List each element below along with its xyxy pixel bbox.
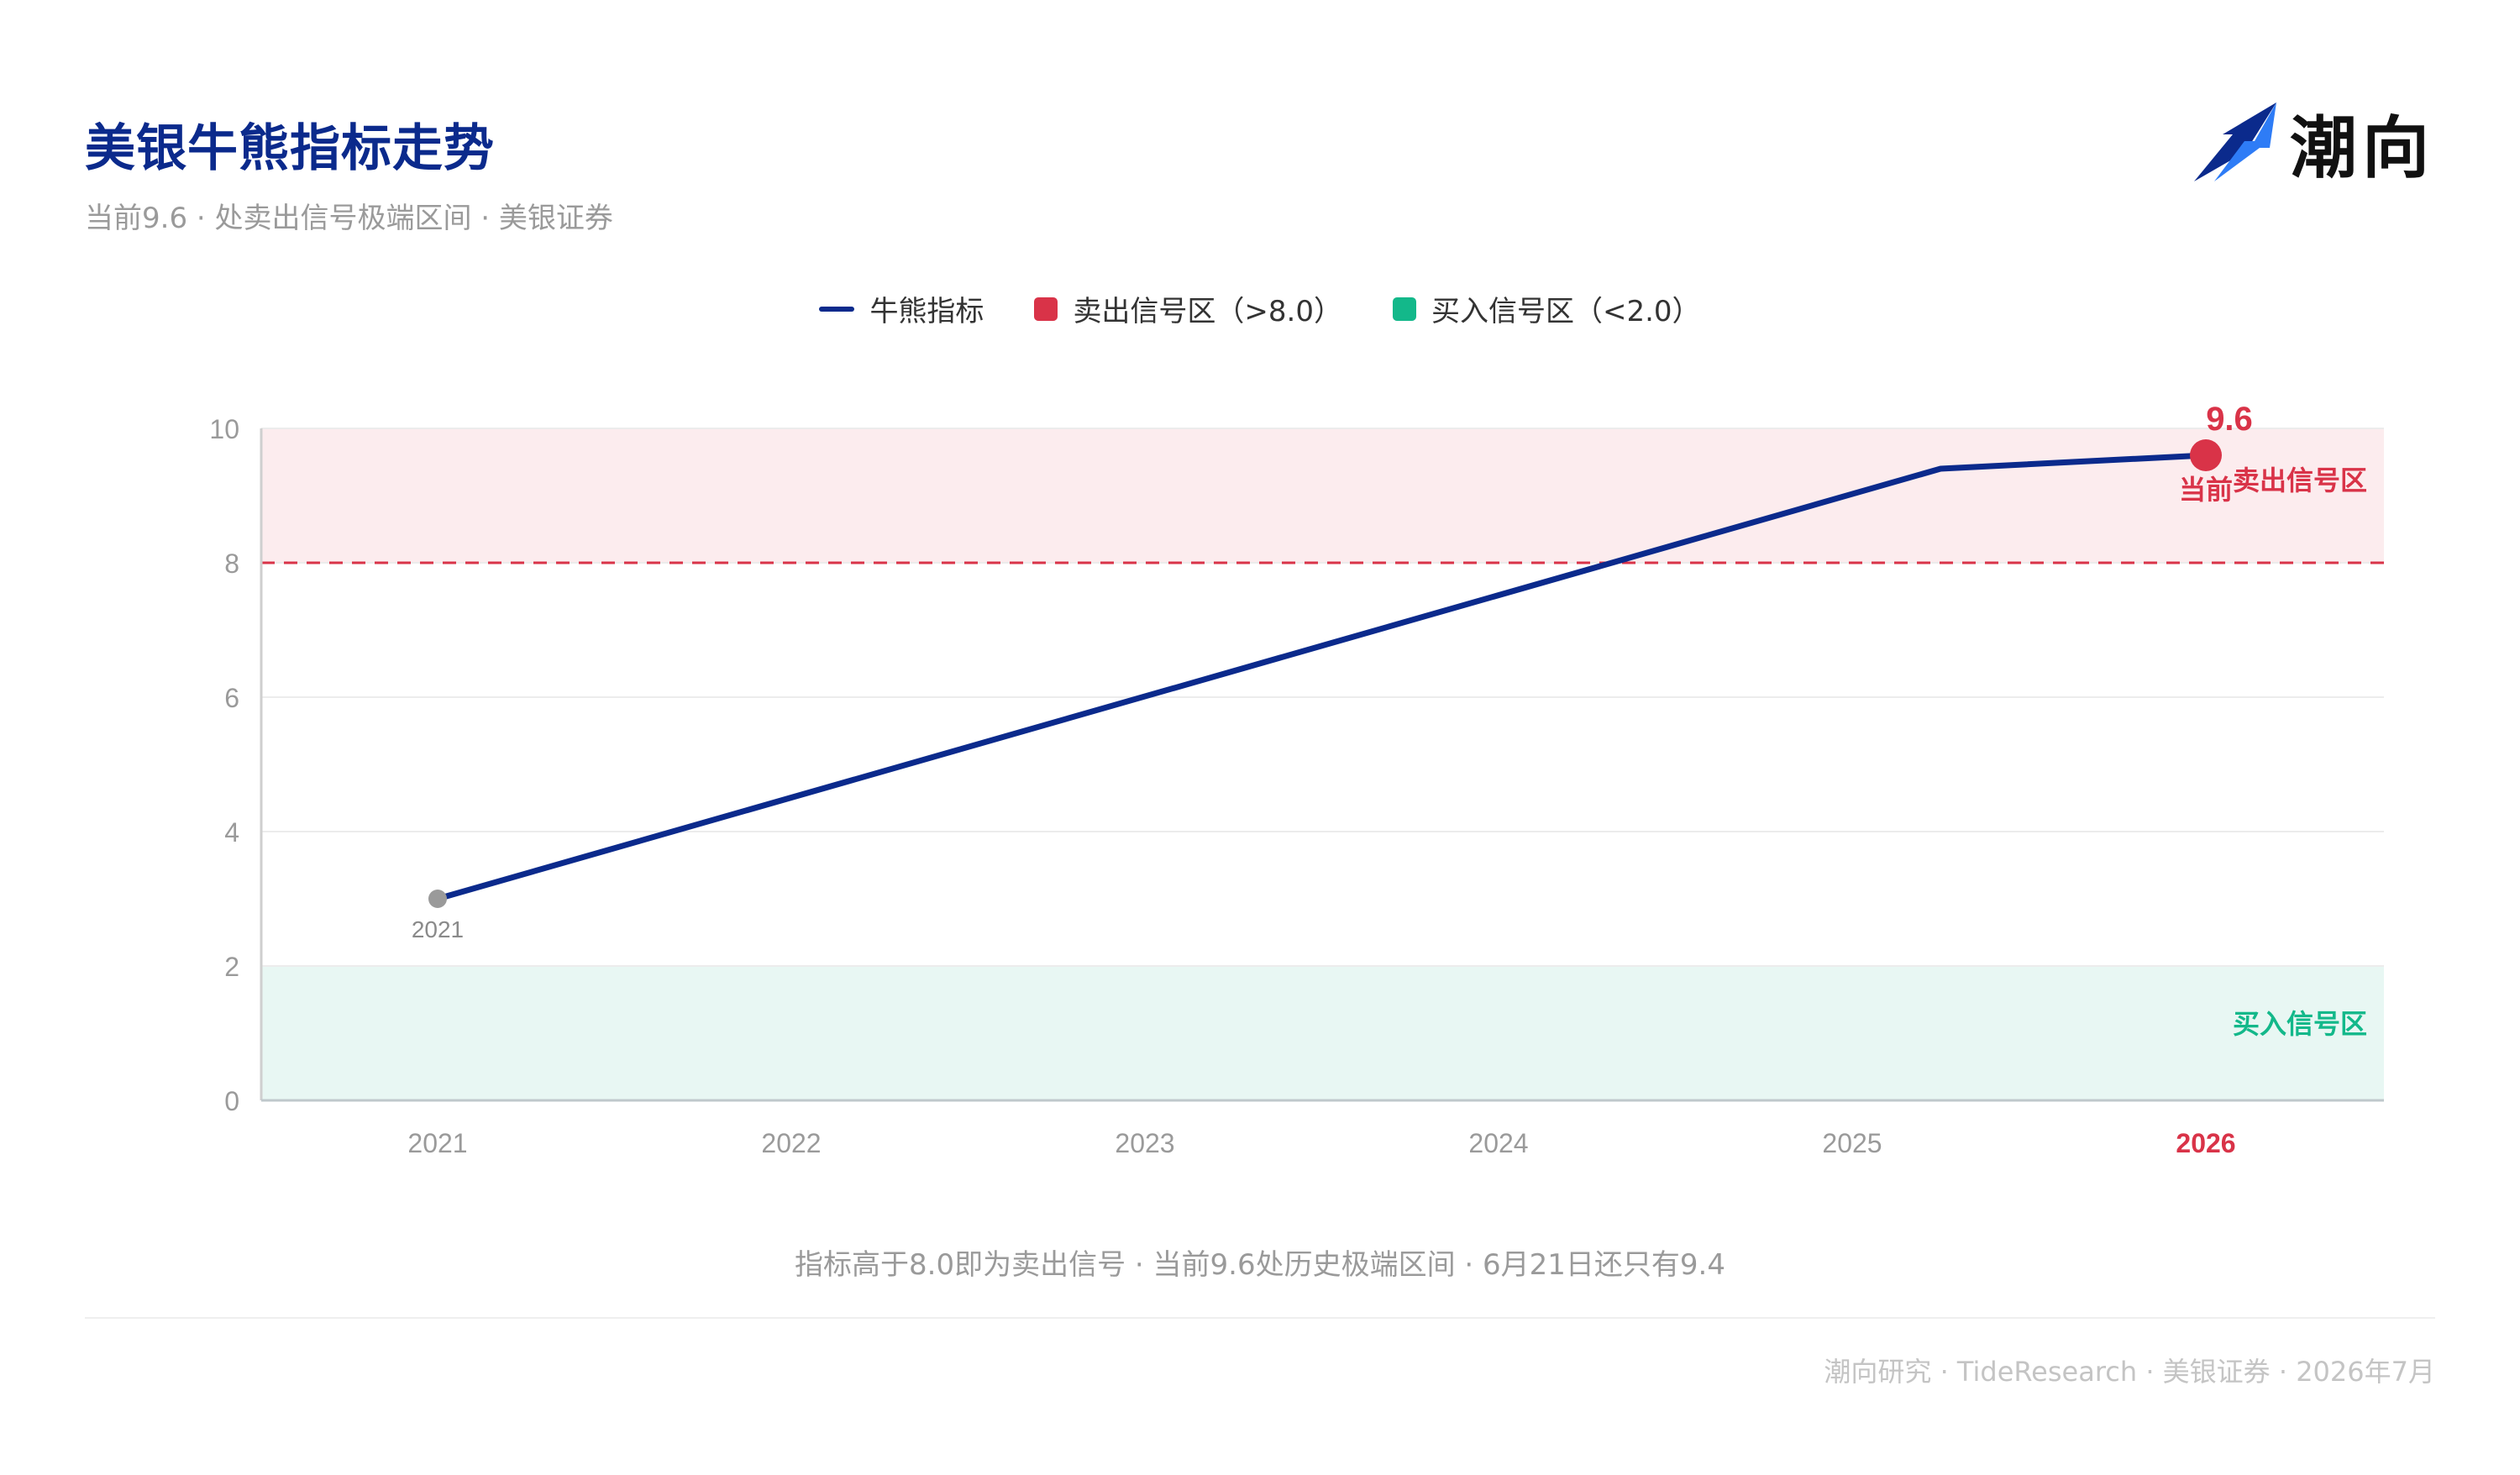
x-tick-label: 2021 bbox=[407, 1128, 467, 1158]
x-tick-label: 2024 bbox=[1468, 1128, 1528, 1158]
y-tick-label: 10 bbox=[209, 414, 239, 444]
chart-footnote: 指标高于8.0即为卖出信号 · 当前9.6处历史极端区间 · 6月21日还只有9… bbox=[795, 1248, 1725, 1282]
legend-square-swatch bbox=[1393, 297, 1416, 321]
y-tick-label: 6 bbox=[224, 683, 239, 713]
buy-zone-label: 买入信号区 bbox=[2233, 1008, 2367, 1040]
x-tick-label: 2023 bbox=[1115, 1128, 1174, 1158]
start-point-label: 2021 bbox=[412, 916, 464, 942]
series-line bbox=[434, 452, 2209, 902]
page-subtitle: 当前9.6 · 处卖出信号极端区间 · 美银证券 bbox=[85, 202, 613, 235]
brand-name: 潮向 bbox=[2290, 109, 2434, 187]
x-tick-label: 2025 bbox=[1822, 1128, 1882, 1158]
y-tick-label: 2 bbox=[224, 952, 239, 982]
x-tick-label: 2026 bbox=[2176, 1128, 2235, 1158]
page-title: 美银牛熊指标走势 bbox=[85, 119, 495, 178]
sell-zone-band bbox=[261, 428, 2384, 563]
legend-line-swatch bbox=[819, 306, 855, 312]
y-tick-label: 0 bbox=[224, 1086, 239, 1116]
y-tick-label: 4 bbox=[224, 817, 239, 848]
sell-zone-label: 卖出信号区 bbox=[2233, 465, 2367, 496]
legend-item-buy-zone[interactable]: 买入信号区（<2.0） bbox=[1393, 288, 1701, 329]
current-value-label: 9.6 bbox=[2206, 401, 2253, 438]
y-tick-label: 8 bbox=[224, 549, 239, 579]
legend-label: 牛熊指标 bbox=[869, 295, 984, 328]
legend-label: 买入信号区（<2.0） bbox=[1431, 295, 1701, 328]
footer-divider bbox=[85, 1317, 2435, 1319]
legend-square-swatch bbox=[1034, 297, 1058, 321]
legend-item-index[interactable]: 牛熊指标 bbox=[819, 288, 984, 329]
chart-legend: 牛熊指标 卖出信号区（>8.0） 买入信号区（<2.0） bbox=[0, 288, 2520, 329]
start-point bbox=[428, 890, 447, 908]
current-text-label: 当前 bbox=[2179, 474, 2233, 506]
brand-logo: 潮向 bbox=[2189, 94, 2434, 192]
current-point bbox=[2190, 439, 2222, 471]
footer-credit: 潮向研究 · TideResearch · 美银证券 · 2026年7月 bbox=[1824, 1356, 2435, 1388]
buy-zone-band bbox=[261, 966, 2384, 1100]
legend-label: 卖出信号区（>8.0） bbox=[1073, 295, 1342, 328]
legend-item-sell-zone[interactable]: 卖出信号区（>8.0） bbox=[1034, 288, 1342, 329]
x-tick-label: 2022 bbox=[761, 1128, 821, 1158]
tide-arrow-icon bbox=[2194, 102, 2276, 181]
